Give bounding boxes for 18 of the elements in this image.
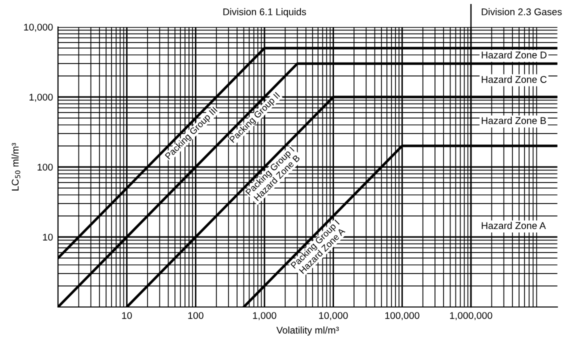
x-tick-label: 10,000 (319, 312, 348, 320)
x-tick-label: 1,000,000 (450, 312, 492, 320)
text: Division 2.3 Gases (482, 8, 562, 16)
y-tick-label: 100 (38, 164, 53, 171)
annotation: Hazard Zone D (482, 51, 546, 58)
x-axis-title: Volatility ml/m³ (276, 326, 339, 336)
text: Division 6.1 Liquids (223, 8, 306, 18)
y-axis-title: LC$_{50}$ ml/m³ (12, 143, 20, 190)
y-tick-label: 1,000 (30, 94, 53, 102)
y-tick-label: 10 (43, 234, 53, 241)
x-tick-label: 100,000 (385, 312, 420, 320)
annotation: Hazard Zone A (482, 222, 546, 230)
x-tick-label: 10 (122, 312, 132, 319)
y-tick-label: 10,000 (24, 24, 53, 32)
x-tick-label: 100 (188, 312, 204, 319)
annotation: Hazard Zone C (482, 76, 547, 83)
x-tick-label: 1,000 (253, 312, 276, 320)
annotation: Hazard Zone B (482, 116, 546, 124)
